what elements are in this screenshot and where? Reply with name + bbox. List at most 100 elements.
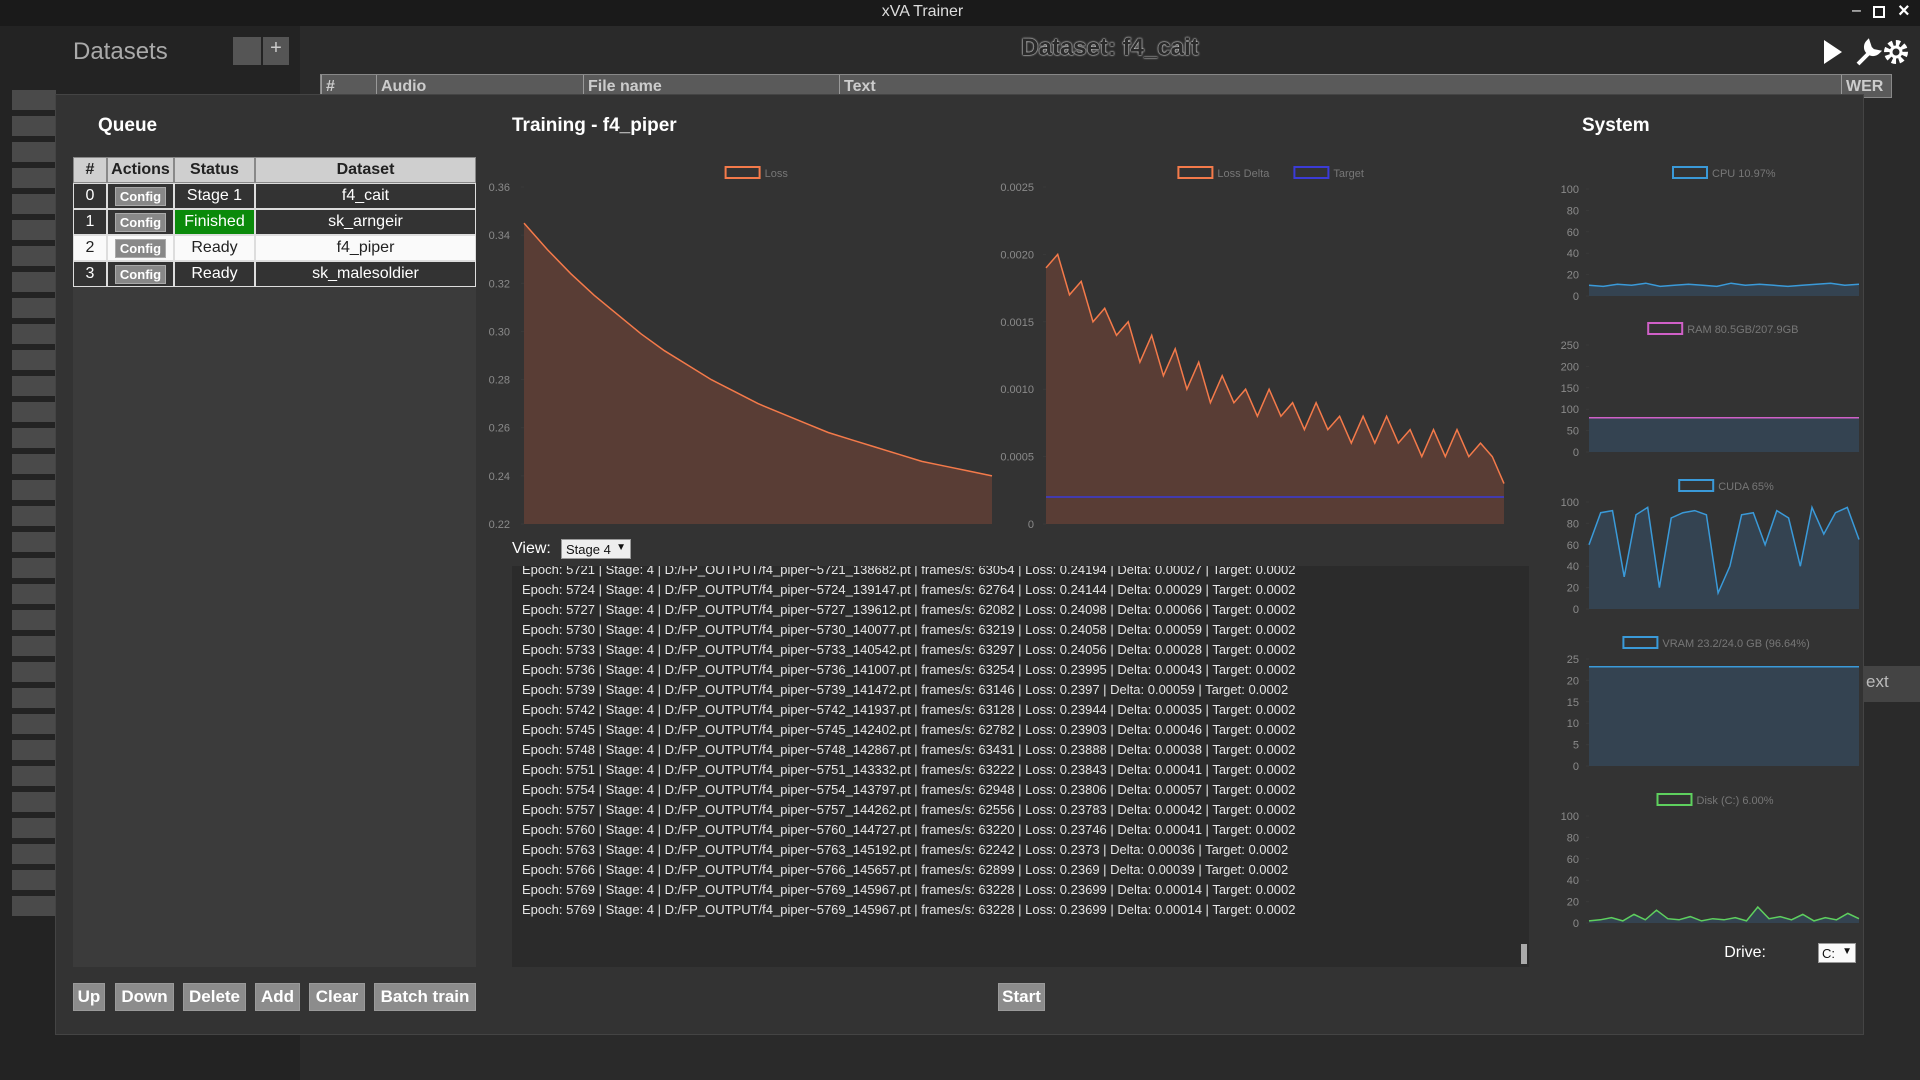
add-dataset-button[interactable]: + bbox=[263, 37, 289, 65]
queue-header: # bbox=[73, 157, 107, 183]
start-button[interactable]: Start bbox=[998, 983, 1045, 1011]
dataset-item[interactable] bbox=[12, 324, 56, 344]
config-button[interactable]: Config bbox=[114, 212, 167, 232]
y-tick-label: 0 bbox=[1573, 604, 1579, 616]
line bbox=[1588, 282, 1860, 288]
dataset-item[interactable] bbox=[12, 818, 56, 838]
settings-icon-core[interactable] bbox=[1889, 45, 1903, 59]
dataset-item[interactable] bbox=[12, 688, 56, 708]
dataset-item[interactable] bbox=[12, 740, 56, 760]
queue-button[interactable]: Down bbox=[115, 983, 174, 1011]
drive-select-value[interactable]: C: bbox=[1822, 946, 1835, 961]
queue-cell: Stage 1 bbox=[174, 183, 255, 209]
dataset-item[interactable] bbox=[12, 870, 56, 890]
dataset-item[interactable] bbox=[12, 350, 56, 370]
open-folder-button[interactable] bbox=[233, 37, 261, 65]
view-select-value[interactable]: Stage 4 bbox=[566, 542, 611, 557]
y-tick-label: 20 bbox=[1567, 270, 1579, 282]
queue-cell: f4_cait bbox=[255, 183, 476, 209]
y-tick-label: 0 bbox=[1573, 447, 1579, 459]
dataset-item[interactable] bbox=[12, 896, 56, 916]
queue-button[interactable]: Add bbox=[255, 983, 300, 1011]
legend-label: VRAM 23.2/24.0 GB (96.64%) bbox=[1662, 638, 1809, 650]
log-line: Epoch: 5742 | Stage: 4 | D:/FP_OUTPUT/f4… bbox=[522, 702, 1296, 717]
dataset-item[interactable] bbox=[12, 792, 56, 812]
dataset-item[interactable] bbox=[12, 428, 56, 448]
dataset-item[interactable] bbox=[12, 168, 56, 188]
maximize-button[interactable] bbox=[1873, 6, 1885, 18]
dataset-item[interactable] bbox=[12, 532, 56, 552]
dataset-item[interactable] bbox=[12, 766, 56, 786]
training-log: Epoch: 5721 | Stage: 4 | D:/FP_OUTPUT/f4… bbox=[512, 566, 1529, 967]
dataset-item[interactable] bbox=[12, 246, 56, 266]
log-line: Epoch: 5763 | Stage: 4 | D:/FP_OUTPUT/f4… bbox=[522, 842, 1289, 857]
dataset-item[interactable] bbox=[12, 844, 56, 864]
y-tick-label: 100 bbox=[1561, 404, 1579, 416]
dataset-item[interactable] bbox=[12, 584, 56, 604]
log-line: Epoch: 5733 | Stage: 4 | D:/FP_OUTPUT/f4… bbox=[522, 642, 1296, 657]
dataset-item[interactable] bbox=[12, 90, 56, 110]
column-header: # bbox=[321, 75, 339, 97]
queue-cell: Config bbox=[107, 183, 174, 209]
config-button[interactable]: Config bbox=[114, 264, 167, 284]
queue-button[interactable]: Clear bbox=[309, 983, 365, 1011]
close-button[interactable]: × bbox=[1898, 0, 1910, 22]
queue-button[interactable]: Delete bbox=[183, 983, 246, 1011]
dataset-item[interactable] bbox=[12, 506, 56, 526]
dataset-item[interactable] bbox=[12, 376, 56, 396]
y-tick-label: 80 bbox=[1567, 518, 1579, 530]
queue-header: Actions bbox=[107, 157, 174, 183]
drive-select[interactable]: C: ▼ bbox=[1818, 943, 1856, 963]
next-button[interactable]: ext bbox=[1864, 666, 1920, 702]
legend-swatch bbox=[1293, 166, 1330, 179]
config-button[interactable]: Config bbox=[114, 238, 167, 258]
y-tick-label: 5 bbox=[1573, 740, 1579, 752]
legend-label: RAM 80.5GB/207.9GB bbox=[1687, 324, 1798, 336]
y-tick-label: 15 bbox=[1567, 697, 1579, 709]
dataset-item[interactable] bbox=[12, 454, 56, 474]
minimize-button[interactable]: – bbox=[1852, 2, 1861, 19]
dataset-item[interactable] bbox=[12, 298, 56, 318]
dataset-item[interactable] bbox=[12, 272, 56, 292]
dataset-item[interactable] bbox=[12, 636, 56, 656]
play-icon[interactable] bbox=[1824, 40, 1842, 64]
line bbox=[1588, 905, 1860, 922]
legend-swatch bbox=[1672, 166, 1708, 179]
settings-icon[interactable] bbox=[1884, 40, 1908, 64]
dataset-item[interactable] bbox=[12, 220, 56, 240]
config-button[interactable]: Config bbox=[114, 186, 167, 206]
line bbox=[1588, 504, 1860, 596]
dataset-item[interactable] bbox=[12, 662, 56, 682]
dataset-item[interactable] bbox=[12, 558, 56, 578]
view-select[interactable]: Stage 4 ▼ bbox=[561, 539, 631, 559]
y-tick-label: 40 bbox=[1567, 875, 1579, 887]
y-tick-label: 60 bbox=[1567, 540, 1579, 552]
y-tick-label: 40 bbox=[1567, 561, 1579, 573]
y-tick-label: 60 bbox=[1567, 227, 1579, 239]
log-line: Epoch: 5721 | Stage: 4 | D:/FP_OUTPUT/f4… bbox=[522, 566, 1296, 577]
area bbox=[1589, 907, 1859, 923]
queue-cell: 3 bbox=[73, 261, 107, 287]
queue-cell: 1 bbox=[73, 209, 107, 235]
dataset-item[interactable] bbox=[12, 480, 56, 500]
log-line: Epoch: 5766 | Stage: 4 | D:/FP_OUTPUT/f4… bbox=[522, 862, 1289, 877]
dataset-item[interactable] bbox=[12, 116, 56, 136]
title-bar: xVA Trainer – × bbox=[0, 0, 1920, 26]
queue-button[interactable]: Up bbox=[73, 983, 105, 1011]
y-tick-label: 0.0020 bbox=[1000, 249, 1034, 261]
column-header: Text bbox=[839, 75, 880, 97]
view-select-arrow[interactable]: ▼ bbox=[616, 542, 626, 553]
dataset-item[interactable] bbox=[12, 194, 56, 214]
queue-button[interactable]: Batch train bbox=[374, 983, 476, 1011]
tools-icon[interactable] bbox=[1856, 38, 1883, 66]
dataset-item[interactable] bbox=[12, 714, 56, 734]
queue-cell: Config bbox=[107, 261, 174, 287]
dataset-item[interactable] bbox=[12, 610, 56, 630]
dataset-item[interactable] bbox=[12, 142, 56, 162]
drive-select-arrow[interactable]: ▼ bbox=[1842, 946, 1852, 957]
y-tick-label: 0 bbox=[1028, 519, 1034, 531]
y-tick-label: 0.28 bbox=[489, 375, 510, 387]
dataset-item[interactable] bbox=[12, 402, 56, 422]
legend-label: Loss bbox=[765, 168, 789, 180]
